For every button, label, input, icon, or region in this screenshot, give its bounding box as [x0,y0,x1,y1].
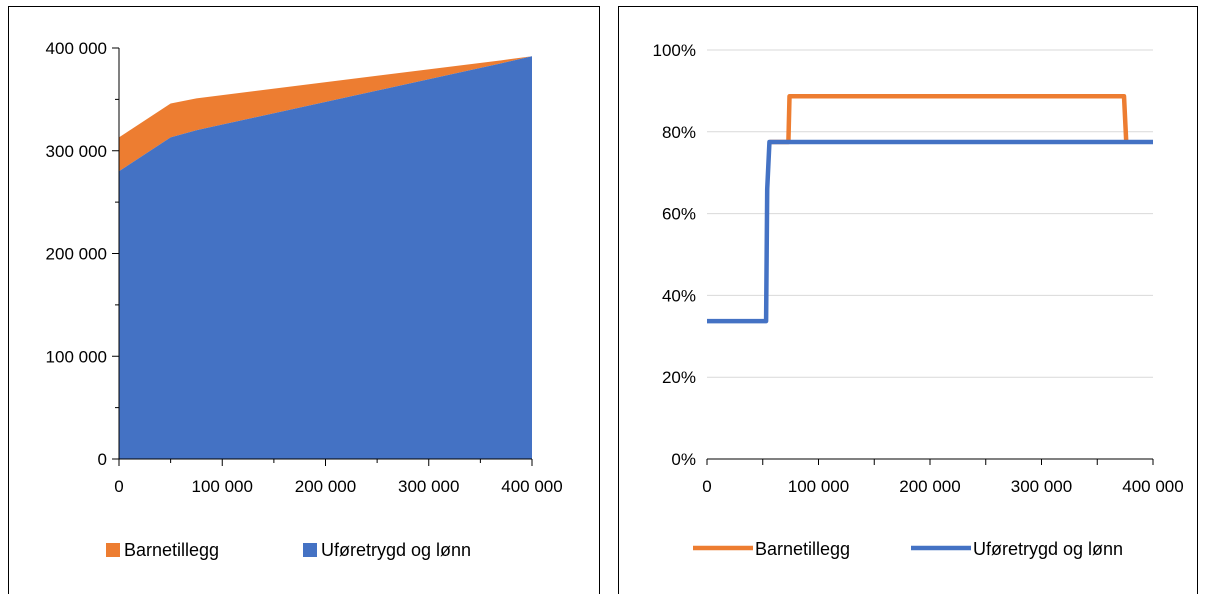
barnetillegg-area [119,56,532,172]
uforetrygd-line [707,139,1153,324]
x-tick-label: 0 [702,477,711,496]
y-tick-label: 300 000 [46,142,107,161]
legend-label-barnetillegg: Barnetillegg [755,539,850,559]
legend-swatch-barnetillegg [106,543,120,557]
x-tick-label: 0 [114,477,123,496]
x-tick-label: 400 000 [1122,477,1183,496]
line-chart: 0% 20% 40% 60% 80% 100% 0 100 000 200 000 300 000… [653,41,1184,559]
x-tick-label: 200 000 [295,477,356,496]
y-tick-label: 100% [653,41,696,60]
x-tick-label: 400 000 [501,477,562,496]
y-tick-label: 200 000 [46,245,107,264]
barnetillegg-line [769,93,1129,145]
y-tick-label: 100 000 [46,347,107,366]
area-chart: 0 100 000 200 000 300 000 400 000 0 100 000 200… [46,39,563,560]
y-tick-label: 400 000 [46,39,107,58]
y-tick-label: 0 [98,450,107,469]
y-tick-label: 40% [662,286,696,305]
y-tick-label: 60% [662,205,696,224]
x-tick-label: 100 000 [788,477,849,496]
legend-label-uforetrygd: Uføretrygd og lønn [321,540,471,560]
right-chart-panel: 0% 20% 40% 60% 80% 100% 0 100 000 200 000 300 000… [618,6,1198,594]
legend-swatch-uforetrygd [303,543,317,557]
legend-label-uforetrygd: Uføretrygd og lønn [973,539,1123,559]
uforetrygd-area [119,56,532,459]
x-tick-label: 300 000 [1011,477,1072,496]
legend-label-barnetillegg: Barnetillegg [124,540,219,560]
y-tick-label: 80% [662,123,696,142]
x-tick-label: 200 000 [899,477,960,496]
left-chart-panel: 0 100 000 200 000 300 000 400 000 0 100 000 200… [8,6,600,594]
x-tick-label: 100 000 [192,477,253,496]
y-tick-label: 0% [671,450,696,469]
y-tick-label: 20% [662,368,696,387]
x-tick-label: 300 000 [398,477,459,496]
